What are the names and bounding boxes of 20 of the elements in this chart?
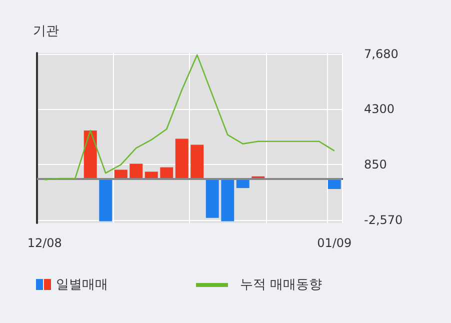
y-tick-label: 7,680: [364, 47, 398, 62]
bar: [144, 172, 158, 178]
bar: [206, 178, 219, 218]
chart-title: 기관: [33, 24, 59, 39]
bar: [99, 178, 112, 222]
bar: [160, 167, 174, 178]
bar: [175, 138, 188, 178]
y-tick-label: 850: [364, 158, 387, 172]
legend-label: 일별매매: [56, 278, 108, 292]
bar: [114, 170, 128, 178]
bar: [84, 130, 97, 178]
x-tick-label: 12/08: [27, 236, 62, 250]
bar: [221, 178, 234, 222]
y-tick-label: 4300: [364, 102, 395, 116]
bar: [190, 144, 204, 178]
legend-label: 누적 매매동향: [240, 278, 322, 292]
line-series: [44, 54, 336, 180]
bar: [130, 164, 143, 178]
x-tick-label: 01/09: [317, 236, 352, 250]
y-tick-label: -2,570: [364, 213, 403, 228]
